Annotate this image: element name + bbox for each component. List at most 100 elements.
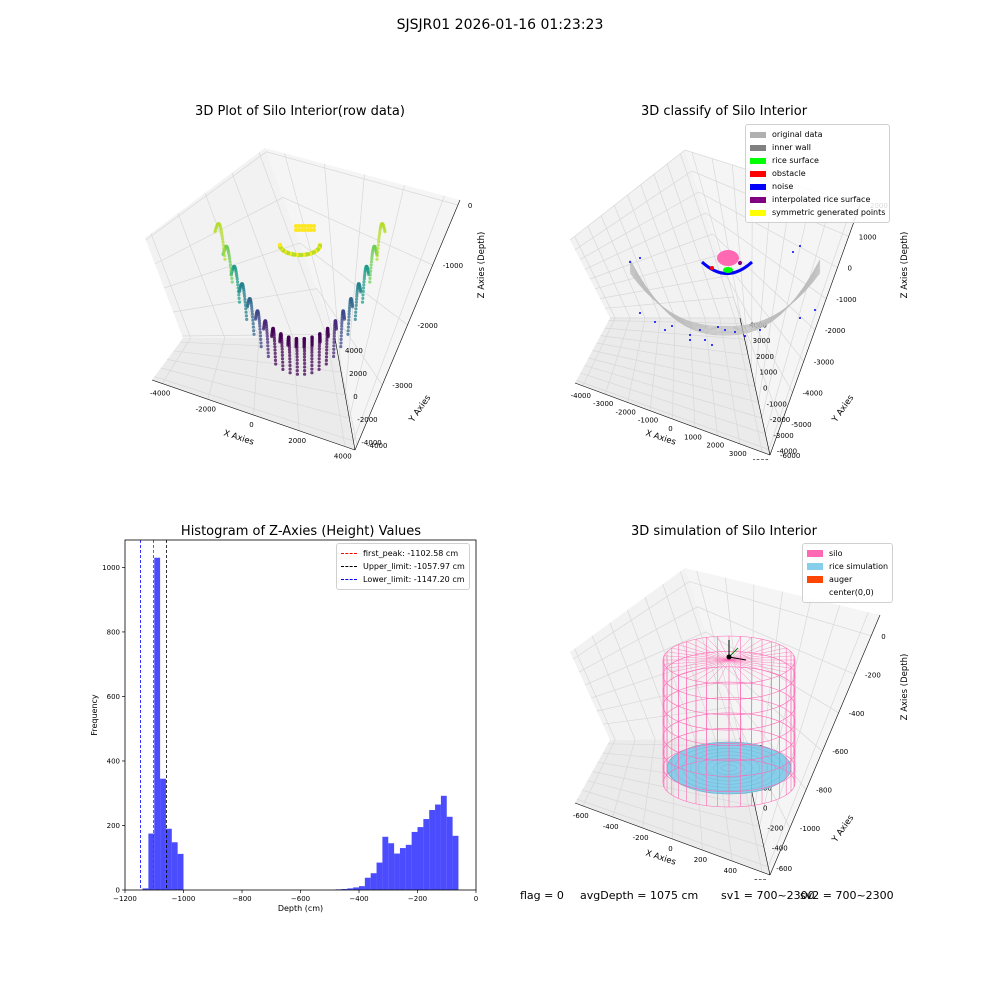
histogram-y-tick-label: 1000 xyxy=(102,564,120,572)
histogram-title: Histogram of Z-Axies (Height) Values xyxy=(180,524,422,539)
histogram-bar xyxy=(388,843,395,890)
p1-y-axis-line xyxy=(334,337,356,451)
p1-point xyxy=(369,263,373,267)
p4-grid-x xyxy=(591,635,636,817)
p1-point xyxy=(272,339,277,343)
classify-legend-item: obstacle xyxy=(750,167,885,180)
p1-point xyxy=(347,309,351,313)
histogram-bar xyxy=(353,887,359,890)
p1-point xyxy=(332,354,336,359)
histogram-bar xyxy=(411,831,418,890)
p2-y-tick-label: -1000 xyxy=(766,400,786,408)
histogram-legend: first_peak: -1102.58 cm Upper_limit: -105… xyxy=(336,543,470,590)
p1-grid-z xyxy=(163,242,408,326)
p1-pane-1 xyxy=(145,148,335,338)
p1-point xyxy=(258,327,262,331)
p1-point xyxy=(288,371,292,375)
histogram-x-tick-label: −400 xyxy=(349,895,368,903)
p1-point xyxy=(228,263,232,267)
histogram-legend-item: Upper_limit: -1057.97 cm xyxy=(341,560,465,573)
p1-point xyxy=(245,317,249,321)
p2-y-tick-label: -2000 xyxy=(770,416,790,424)
p1-point xyxy=(265,326,269,331)
classify-legend: original data inner wall rice surface obsta… xyxy=(745,124,891,223)
histogram-bar xyxy=(359,886,365,890)
p1-point xyxy=(310,363,314,368)
p1-point xyxy=(257,319,261,323)
p1-point xyxy=(259,337,263,341)
p1-point xyxy=(360,300,365,304)
p4-y-tick-label: 0 xyxy=(763,805,767,813)
p1-point xyxy=(288,353,292,358)
p1-point xyxy=(340,327,344,331)
p2-z-tick-label: -4000 xyxy=(803,390,823,398)
p1-point xyxy=(332,334,336,338)
p1-grid-z xyxy=(154,197,433,266)
p4-x-axis-line xyxy=(574,802,771,876)
p1-point xyxy=(265,329,269,333)
p1-point xyxy=(280,350,284,354)
p1-point xyxy=(258,334,263,338)
p1-point xyxy=(362,277,366,281)
p1-point xyxy=(317,347,321,351)
p1-point xyxy=(243,300,247,304)
p1-point xyxy=(280,353,284,357)
p1-point xyxy=(288,363,292,368)
histogram-legend-label: first_peak: -1102.58 cm xyxy=(363,549,459,558)
simulation-legend-label: silo xyxy=(829,549,843,558)
p1-point xyxy=(347,315,351,319)
p1-pane-0 xyxy=(152,338,355,450)
p1-point xyxy=(265,334,269,338)
p1-point xyxy=(325,342,329,346)
histogram-bar xyxy=(154,557,161,890)
p1-point xyxy=(302,355,307,359)
p1-point xyxy=(310,371,314,375)
p4-grid-z xyxy=(602,707,791,829)
simulation-legend-swatch xyxy=(807,576,823,583)
p1-point xyxy=(287,345,291,349)
p2-x-tick-label: 2000 xyxy=(706,442,724,450)
p1-point xyxy=(244,314,248,318)
simulation-3d-plot: -600-400-2000200400600-600-400-200020040… xyxy=(570,568,910,880)
histogram-x-tick-label: −800 xyxy=(232,895,251,903)
p4-z-axis-label: Z Axies (Depth) xyxy=(900,654,910,721)
p1-grid-z xyxy=(173,288,383,386)
classify-legend-item: interpolated rice surface xyxy=(750,193,885,206)
p4-z-tick-label: 0 xyxy=(881,633,885,641)
p1-point xyxy=(332,340,336,344)
simulation-legend-label: auger xyxy=(829,575,853,584)
simulation-legend-swatch xyxy=(807,589,823,596)
p1-point xyxy=(302,346,306,351)
p4-z-tick-label: -200 xyxy=(865,671,881,679)
p1-point xyxy=(236,286,240,290)
p1-point xyxy=(325,345,329,349)
p1-point xyxy=(280,344,284,348)
p2-y-axis-line xyxy=(739,317,771,456)
p1-point xyxy=(310,343,314,347)
classify-legend-label: inner wall xyxy=(772,143,812,152)
p1-point xyxy=(273,358,278,362)
p1-point xyxy=(324,362,328,366)
p1-point xyxy=(273,351,277,355)
p2-pane-1 xyxy=(570,150,740,318)
p1-point xyxy=(317,339,322,343)
p1-point xyxy=(332,344,336,348)
p2-noise-point xyxy=(704,339,706,341)
raw-data-3d-plot: -4000 -2000 0 2000 4000 -4000 -2000 0 2000 4000 0 -… xyxy=(145,148,487,460)
p1-x-tick-label: -2000 xyxy=(196,405,216,413)
p1-x-axis-label: X Axies xyxy=(222,428,255,447)
p1-point xyxy=(228,257,232,261)
p2-noise-point xyxy=(654,321,656,323)
p2-grid-z xyxy=(584,212,827,300)
p2-z-tick-label: 0 xyxy=(848,265,852,273)
p2-noise-point xyxy=(711,344,713,346)
p1-point xyxy=(251,318,255,322)
p1-point xyxy=(273,345,277,349)
simulation-plot-title: 3D simulation of Silo Interior xyxy=(631,524,817,539)
p1-point xyxy=(376,250,380,254)
p2-y-tick-label: -4000 xyxy=(777,448,797,456)
p4-silo-roof-line xyxy=(728,659,763,681)
p4-silo-roof-line xyxy=(663,655,730,661)
p1-point xyxy=(302,344,306,348)
p1-x-tick-label: 0 xyxy=(249,421,253,429)
